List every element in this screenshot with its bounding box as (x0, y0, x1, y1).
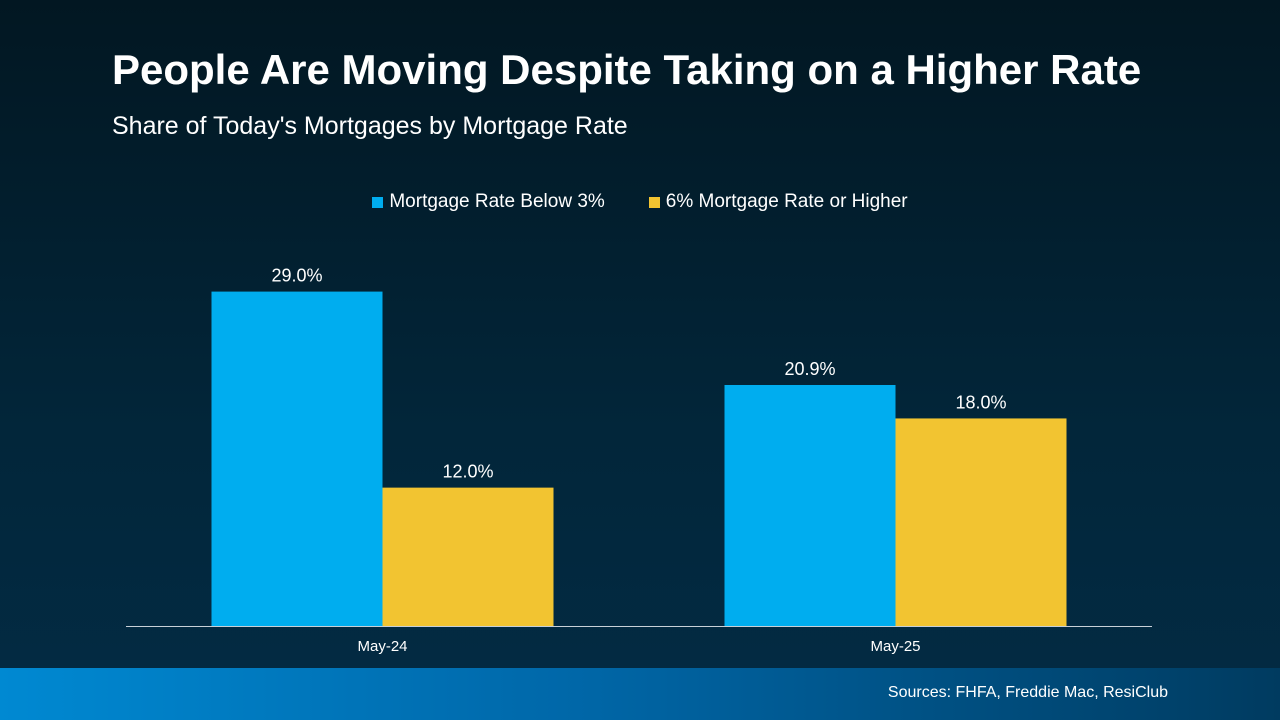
legend: Mortgage Rate Below 3% 6% Mortgage Rate … (0, 191, 1280, 213)
legend-label: Mortgage Rate Below 3% (389, 191, 605, 212)
data-label: 29.0% (271, 266, 322, 286)
bar-May-24-series-0 (211, 291, 383, 626)
data-label: 18.0% (955, 392, 1006, 412)
bar-chart: 29.0% 12.0% May-24 20.9% 18.0% May-25 (126, 266, 1152, 655)
footer-band: Sources: FHFA, Freddie Mac, ResiClub (0, 668, 1280, 720)
bar-May-24-series-1 (382, 487, 554, 626)
legend-item-below-3: Mortgage Rate Below 3% (372, 191, 605, 213)
data-label: 20.9% (784, 359, 835, 379)
bar-May-25-series-1 (895, 418, 1067, 626)
legend-swatch (372, 196, 384, 208)
legend-label: 6% Mortgage Rate or Higher (665, 191, 908, 212)
bar-May-25-series-0 (724, 384, 896, 626)
legend-swatch (648, 196, 660, 208)
chart-title: People Are Moving Despite Taking on a Hi… (112, 46, 1142, 93)
data-label: 12.0% (442, 462, 493, 482)
source-text: Sources: FHFA, Freddie Mac, ResiClub (887, 684, 1168, 701)
x-tick-label: May-25 (870, 638, 920, 655)
x-tick-label: May-24 (357, 638, 407, 655)
chart-subtitle: Share of Today's Mortgages by Mortgage R… (112, 112, 628, 140)
legend-item-6-or-higher: 6% Mortgage Rate or Higher (648, 191, 908, 213)
